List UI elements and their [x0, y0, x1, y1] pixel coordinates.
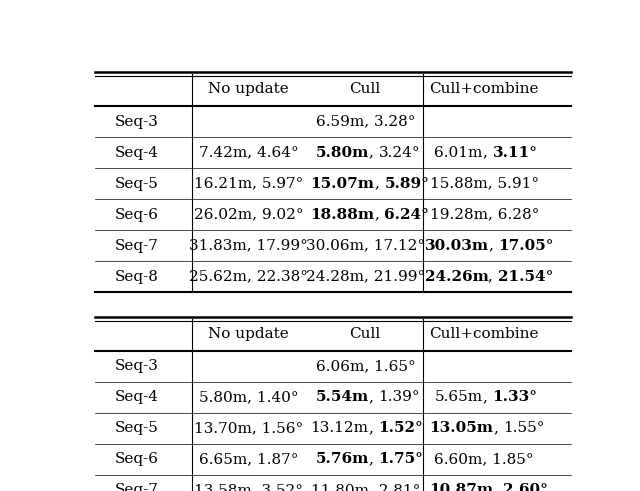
- Text: 13.12m: 13.12m: [310, 421, 369, 436]
- Text: 5.89°: 5.89°: [385, 177, 429, 191]
- Text: 13.58m, 3.52°: 13.58m, 3.52°: [194, 484, 303, 491]
- Text: 6.01m: 6.01m: [435, 146, 483, 160]
- Text: 13.70m, 1.56°: 13.70m, 1.56°: [194, 421, 303, 436]
- Text: 5.65m: 5.65m: [435, 390, 483, 405]
- Text: ,: ,: [493, 421, 504, 436]
- Text: 13.05m: 13.05m: [429, 421, 493, 436]
- Text: Seq-6: Seq-6: [115, 208, 159, 222]
- Text: ,: ,: [489, 239, 499, 253]
- Text: 2.60°: 2.60°: [504, 484, 548, 491]
- Text: No update: No update: [208, 327, 289, 341]
- Text: Cull: Cull: [349, 327, 381, 341]
- Text: 6.59m, 3.28°: 6.59m, 3.28°: [316, 115, 416, 129]
- Text: 24.28m, 21.99°: 24.28m, 21.99°: [305, 270, 425, 284]
- Text: 5.80m, 1.40°: 5.80m, 1.40°: [199, 390, 298, 405]
- Text: Seq-7: Seq-7: [115, 239, 159, 253]
- Text: ,: ,: [483, 146, 493, 160]
- Text: 6.65m, 1.87°: 6.65m, 1.87°: [199, 452, 298, 466]
- Text: 3.11°: 3.11°: [493, 146, 538, 160]
- Text: 6.06m, 1.65°: 6.06m, 1.65°: [316, 359, 416, 374]
- Text: 6.60m, 1.85°: 6.60m, 1.85°: [435, 452, 534, 466]
- Text: ,: ,: [369, 421, 378, 436]
- Text: 3.24°: 3.24°: [379, 146, 420, 160]
- Text: 30.03m: 30.03m: [425, 239, 489, 253]
- Text: 30.06m, 17.12°: 30.06m, 17.12°: [306, 239, 425, 253]
- Text: 1.52°: 1.52°: [378, 421, 423, 436]
- Text: Seq-7: Seq-7: [115, 484, 159, 491]
- Text: 7.42m, 4.64°: 7.42m, 4.64°: [199, 146, 298, 160]
- Text: Seq-4: Seq-4: [115, 390, 159, 405]
- Text: ,: ,: [369, 390, 378, 405]
- Text: Seq-5: Seq-5: [115, 421, 159, 436]
- Text: ,: ,: [369, 146, 379, 160]
- Text: 24.26m: 24.26m: [424, 270, 488, 284]
- Text: Seq-3: Seq-3: [115, 115, 159, 129]
- Text: 1.75°: 1.75°: [379, 452, 424, 466]
- Text: Cull+combine: Cull+combine: [429, 82, 539, 96]
- Text: 15.88m, 5.91°: 15.88m, 5.91°: [429, 177, 539, 191]
- Text: 11.80m, 2.81°: 11.80m, 2.81°: [310, 484, 420, 491]
- Text: Seq-3: Seq-3: [115, 359, 159, 374]
- Text: 17.05°: 17.05°: [499, 239, 554, 253]
- Text: Seq-6: Seq-6: [115, 452, 159, 466]
- Text: ,: ,: [493, 484, 504, 491]
- Text: 21.54°: 21.54°: [498, 270, 554, 284]
- Text: 31.83m, 17.99°: 31.83m, 17.99°: [189, 239, 308, 253]
- Text: 5.54m: 5.54m: [316, 390, 369, 405]
- Text: 26.02m, 9.02°: 26.02m, 9.02°: [194, 208, 303, 222]
- Text: Cull+combine: Cull+combine: [429, 327, 539, 341]
- Text: ,: ,: [369, 452, 379, 466]
- Text: 19.28m, 6.28°: 19.28m, 6.28°: [429, 208, 539, 222]
- Text: ,: ,: [374, 177, 385, 191]
- Text: ,: ,: [488, 270, 498, 284]
- Text: 1.55°: 1.55°: [504, 421, 545, 436]
- Text: ,: ,: [483, 390, 492, 405]
- Text: 1.39°: 1.39°: [378, 390, 420, 405]
- Text: 25.62m, 22.38°: 25.62m, 22.38°: [189, 270, 308, 284]
- Text: Seq-8: Seq-8: [115, 270, 159, 284]
- Text: 5.80m: 5.80m: [316, 146, 369, 160]
- Text: 6.24°: 6.24°: [385, 208, 429, 222]
- Text: ,: ,: [374, 208, 385, 222]
- Text: Cull: Cull: [349, 82, 381, 96]
- Text: 10.87m: 10.87m: [429, 484, 493, 491]
- Text: Seq-5: Seq-5: [115, 177, 159, 191]
- Text: 15.07m: 15.07m: [310, 177, 374, 191]
- Text: 1.33°: 1.33°: [492, 390, 538, 405]
- Text: Seq-4: Seq-4: [115, 146, 159, 160]
- Text: 5.76m: 5.76m: [316, 452, 369, 466]
- Text: 16.21m, 5.97°: 16.21m, 5.97°: [194, 177, 303, 191]
- Text: No update: No update: [208, 82, 289, 96]
- Text: 18.88m: 18.88m: [310, 208, 374, 222]
